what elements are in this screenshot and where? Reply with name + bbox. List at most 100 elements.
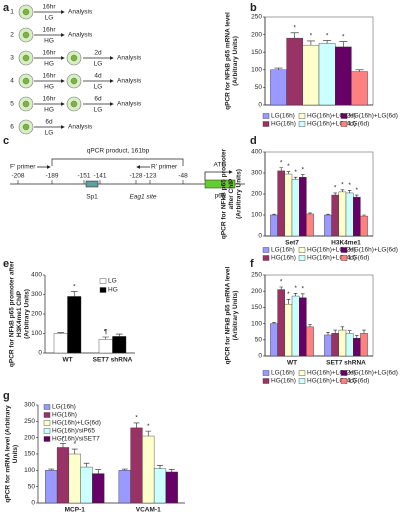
significance: *	[356, 187, 359, 194]
significance: *	[73, 441, 76, 448]
position: -48	[178, 173, 188, 180]
step-time: 16hr	[42, 73, 56, 80]
bar	[302, 44, 320, 106]
legend-swatch	[99, 278, 107, 284]
error-bar	[293, 293, 298, 297]
y-tick-label: 200	[31, 311, 42, 318]
y-tick-label: 100	[251, 320, 262, 327]
bar	[270, 323, 278, 357]
bar	[284, 173, 293, 237]
analysis: Analysis	[68, 32, 93, 39]
error-bar	[145, 430, 152, 437]
gene-box	[204, 179, 236, 189]
product-bracket	[51, 158, 184, 166]
gene-label: p65	[215, 193, 226, 200]
site-label: Eag1 site	[129, 194, 156, 201]
legend-swatch	[298, 378, 306, 384]
analysis: Analysis	[68, 9, 93, 16]
significance: *	[287, 163, 290, 170]
y-axis-label: qPCR for NFkB p65 mRNA level	[225, 266, 232, 364]
legend-swatch	[262, 247, 270, 253]
legend-label: HG(16h)+LG(4d)	[307, 121, 356, 128]
start-arrow	[204, 170, 233, 180]
x-tick-label: Set7	[285, 240, 299, 247]
y-tick-label: 250	[251, 14, 262, 21]
legend-label: HG(16h)	[271, 378, 296, 385]
significance: *	[341, 182, 344, 189]
position: -141	[93, 173, 106, 180]
y-tick-label: 250	[24, 418, 35, 425]
bar	[165, 471, 178, 504]
legend-swatch	[340, 370, 348, 376]
y-axis-label: qPCR for NFkB p65 mRNA level	[225, 12, 232, 110]
x-tick-label: MCP-1	[65, 507, 86, 514]
step-medium: LG	[45, 130, 54, 137]
nucleus	[22, 31, 30, 39]
legend-swatch	[340, 378, 348, 384]
y-tick-label: 400	[31, 272, 42, 279]
sp1-label: Sp1	[86, 194, 98, 201]
reverse-primer: R' primer	[151, 164, 178, 171]
significance: *	[294, 285, 297, 292]
bar	[112, 336, 127, 354]
legend-label: HG(16h)+LG(2d)	[307, 247, 356, 254]
error-bar	[301, 174, 305, 178]
legend-label: HG(16h)+LG(6d)	[349, 113, 398, 120]
significance: ¶	[104, 329, 108, 336]
y-tick-label: 150	[24, 451, 35, 458]
error-bar	[355, 335, 359, 339]
legend-label: HG(16h)	[271, 121, 296, 128]
bar	[353, 337, 361, 357]
y-tick-label: 0	[258, 102, 262, 109]
x-tick-label: H3K4me1	[331, 240, 361, 247]
position: -208	[11, 173, 24, 180]
y-tick-label: 200	[251, 31, 262, 38]
error-bar	[347, 330, 352, 334]
error-bar	[272, 322, 276, 324]
y-axis-label: H3K4me1 ChIP	[16, 290, 23, 337]
legend-label: HG(16h)/siSET7	[52, 436, 100, 443]
error-bar	[168, 469, 175, 472]
bar	[299, 297, 307, 357]
panel-label: e	[3, 258, 9, 270]
bar	[98, 339, 113, 354]
bar	[67, 296, 82, 354]
error-bar	[340, 326, 345, 331]
panel-label: d	[250, 135, 257, 147]
error-bar	[133, 422, 140, 428]
bar	[331, 194, 340, 237]
legend-label: LG(16h)	[52, 404, 76, 411]
row-number: 2	[10, 32, 14, 39]
significance: *	[62, 435, 65, 442]
error-bar	[308, 323, 312, 327]
product: qPCR product, 161bp	[87, 148, 150, 155]
error-bar	[326, 213, 330, 215]
bar	[335, 46, 352, 106]
bar	[331, 333, 340, 357]
bar	[80, 466, 93, 504]
legend-swatch	[298, 255, 306, 261]
bar	[130, 427, 143, 504]
y-tick-label: 200	[251, 288, 262, 295]
step-medium: LG	[94, 84, 103, 91]
y-tick-label: 50	[28, 483, 36, 490]
y-tick-label: 50	[255, 337, 263, 344]
bar	[338, 191, 347, 237]
error-bar	[279, 286, 283, 290]
panel-label: a	[3, 2, 10, 14]
bar	[53, 333, 68, 354]
y-axis-label: qPCR for NFkB p65 promoter after	[9, 260, 16, 367]
significance: *	[294, 169, 297, 176]
error-bar	[339, 41, 348, 47]
legend-swatch	[43, 404, 51, 410]
step-time: 16hr	[42, 96, 56, 103]
bar	[142, 435, 155, 504]
bar	[360, 215, 368, 237]
bar	[360, 333, 368, 357]
error-bar	[333, 192, 337, 196]
legend-label: LG(16h)	[271, 247, 295, 254]
legend-swatch	[262, 370, 270, 376]
significance: *	[293, 25, 296, 32]
y-tick-label: 150	[251, 304, 262, 311]
